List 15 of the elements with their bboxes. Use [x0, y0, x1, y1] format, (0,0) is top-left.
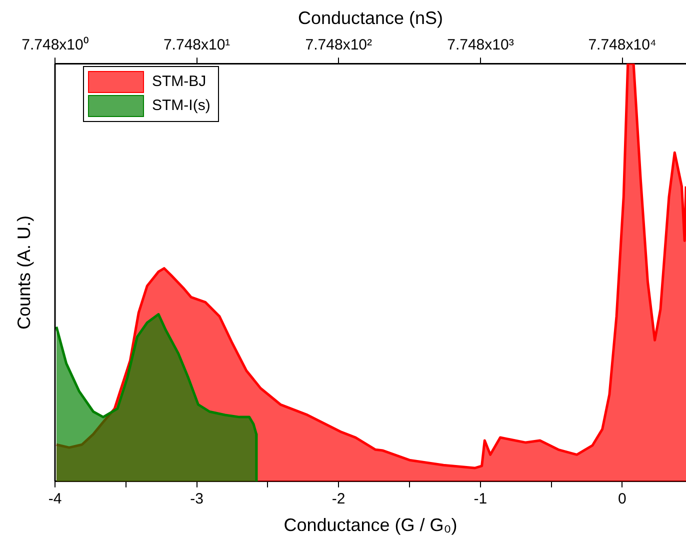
- x-tick-label: -3: [190, 490, 204, 508]
- y-axis-title: Counts (A. U.): [14, 215, 34, 330]
- x-tick-label: -2: [332, 490, 346, 508]
- x2-tick-label: 7.748x10⁰: [22, 36, 88, 54]
- x-tick-label: -4: [48, 490, 62, 508]
- legend-label: STM-I(s): [152, 97, 210, 114]
- x-tick-label: 0: [618, 490, 626, 508]
- legend-label: STM-BJ: [152, 73, 206, 90]
- x2-tick-label: 7.748x10³: [447, 36, 514, 54]
- x2-tick-label: 7.748x10⁴: [588, 36, 656, 54]
- x-axis-title: Conductance (G / G₀): [284, 515, 458, 536]
- x-tick-label: -1: [474, 490, 488, 508]
- x2-axis-title: Conductance (nS): [298, 8, 444, 28]
- x2-tick-label: 7.748x10²: [305, 36, 372, 54]
- x2-tick-label: 7.748x10¹: [163, 36, 230, 54]
